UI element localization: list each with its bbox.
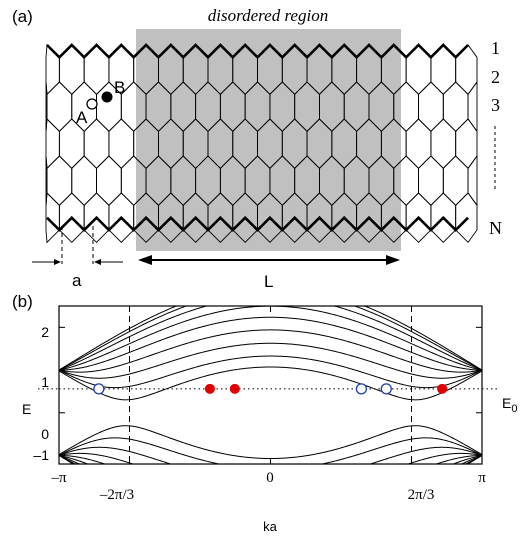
open-state-marker [93,383,105,395]
panel-b-label: (b) [12,292,33,311]
length-arrowhead-left [138,255,152,265]
width-label: a [72,271,82,290]
length-label: L [264,272,273,291]
conduction-band-line [58,355,483,389]
edge-state-band-lower [58,425,483,460]
conduction-band-line [58,305,483,371]
fermi-energy-label: E0 [502,395,517,415]
conduction-band-line [58,305,483,371]
panel-a-label: (a) [12,7,33,26]
row-label-n: N [489,218,502,238]
y-tick-label-minus-one: –1 [33,447,49,463]
site-a-label: A [76,108,88,127]
filled-state-marker [437,383,448,394]
lattice-hexagon [108,118,135,169]
width-arrowhead-left [54,259,61,265]
filled-state-marker [229,383,240,394]
fermi-energy-label-sub: 0 [511,403,517,415]
length-arrowhead-right [386,255,400,265]
site-a-marker [86,98,98,110]
panel-a: (a) disordered region A B 1 2 3 N a L [12,6,502,291]
bottom-zigzag-edge [46,215,469,232]
y-tick-label-two: 2 [41,324,49,340]
zigzag-edges [46,43,469,232]
lattice-hexagon [83,118,110,169]
lattice-hexagon [442,155,469,206]
site-b-marker [101,91,113,103]
x-tick-label-two-thirds-pi: 2π/3 [408,487,435,503]
row-label-2: 2 [491,67,500,87]
filled-state-marker [204,383,215,394]
open-state-marker [355,383,368,395]
y-tick-label-one: 1 [41,374,49,390]
conduction-band-line [58,342,483,379]
lattice-hexagon [418,81,444,132]
energy-axis-symbol: E [22,401,31,417]
lattice-hexagon [45,117,60,170]
state-markers [93,383,448,395]
lattice-hexagon [96,155,122,206]
band-structure [58,305,483,465]
width-arrowhead-right [94,259,101,265]
lattice-hexagon [71,155,97,206]
x-axis-label: ka [263,519,278,534]
x-tick-label-minus-two-thirds-pi: –2π/3 [99,487,134,503]
x-tick-label-minus-pi: –π [50,470,67,486]
x-tick-label-zero: 0 [266,470,274,486]
lattice-hexagon [467,154,478,207]
row-label-1: 1 [491,38,500,58]
panel-b: (b) E E0 ka –π –2π/3 0 2π/3 π –1 0 1 2 [12,292,517,534]
lattice-hexagon [430,118,457,169]
plot-frame [58,305,483,465]
conduction-band-line [58,305,483,371]
lattice-hexagon [46,81,73,132]
plot-guides [38,306,498,464]
y-tick-label-zero: 0 [41,426,49,442]
edge-state-band-upper [58,366,483,401]
fermi-energy-label-main: E [502,395,511,411]
site-b-label: B [114,78,125,97]
lattice-hexagon [405,118,432,169]
open-state-marker [380,383,392,395]
conduction-band-line [58,305,483,371]
lattice-hexagon [442,81,469,132]
row-label-3: 3 [491,95,500,115]
top-zigzag-edge [46,43,469,60]
lattice-hexagon [467,80,478,133]
lattice-hexagon [418,155,444,206]
lattice-hexagon [46,155,73,206]
conduction-band-line [58,316,483,371]
x-tick-label-pi: π [478,470,486,486]
disordered-region-title: disordered region [208,6,328,25]
conduction-band-line [58,329,483,373]
